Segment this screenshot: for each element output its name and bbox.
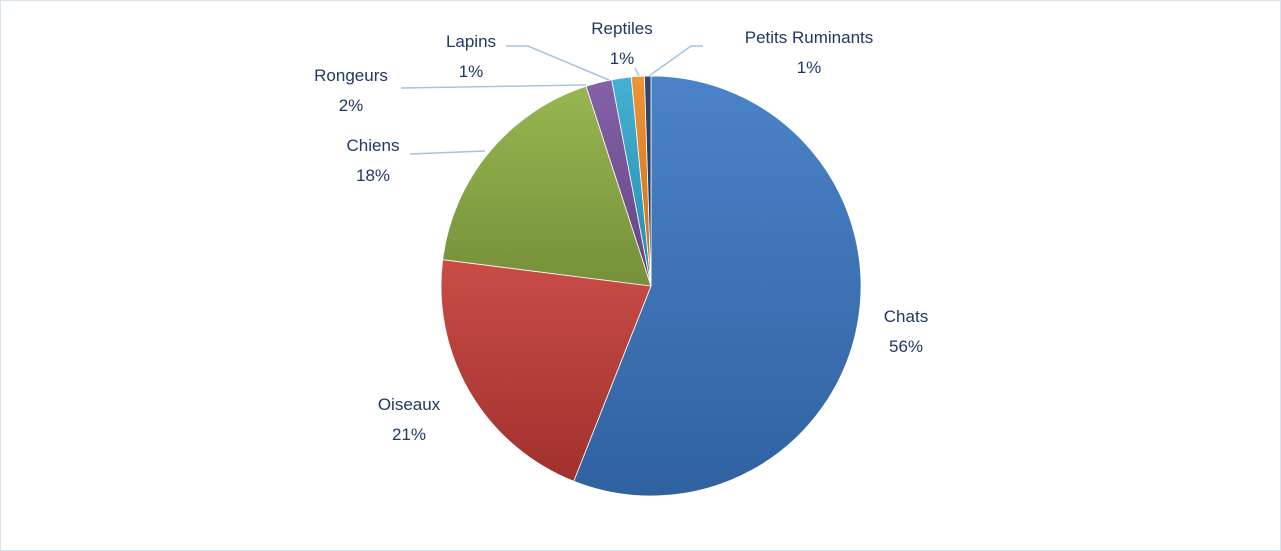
leader-line-petits-ruminants (648, 45, 703, 77)
pie-slice-chiens (442, 85, 652, 287)
slice-percent-label-rongeurs: 2% (339, 96, 364, 115)
slice-percent-label-chiens: 18% (356, 166, 390, 185)
data-labels: Chats 56% Oiseaux 21% Chiens 18% Rongeurs 2% Lap… (314, 19, 928, 444)
slice-percent-label-reptiles: 1% (610, 49, 635, 68)
leader-line-chiens (409, 150, 486, 155)
slice-name-label-oiseaux: Oiseaux (378, 395, 441, 414)
leader-line-rongeurs (400, 84, 587, 89)
slice-name-label-lapins: Lapins (446, 32, 496, 51)
slice-name-label-rongeurs: Rongeurs (314, 66, 388, 85)
pie-slice-petits-ruminants (643, 75, 652, 287)
slice-percent-label-oiseaux: 21% (392, 425, 426, 444)
pie-slice-oiseaux (440, 259, 652, 482)
pie-slices (440, 75, 862, 497)
slice-percent-label-lapins: 1% (459, 62, 484, 81)
leader-lines (400, 45, 703, 155)
leader-line-lapins (506, 45, 610, 81)
slice-name-label-petits-ruminants: Petits Ruminants (745, 28, 874, 47)
pie-slice-chats (573, 75, 862, 497)
slice-name-label-reptiles: Reptiles (591, 19, 652, 38)
slice-name-label-chats: Chats (884, 307, 928, 326)
slice-percent-label-chats: 56% (889, 337, 923, 356)
slice-name-label-chiens: Chiens (347, 136, 400, 155)
slice-percent-label-petits-ruminants: 1% (797, 58, 822, 77)
